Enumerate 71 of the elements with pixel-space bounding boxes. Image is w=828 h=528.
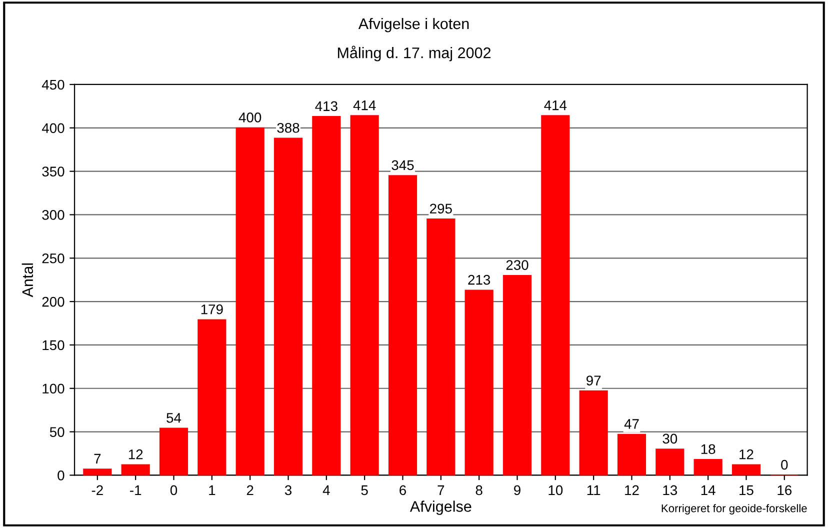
data-label: 388 [277,122,300,133]
x-tick-label: 14 [701,485,716,495]
data-label: 54 [166,413,182,423]
bar [732,464,761,476]
bar [694,459,722,476]
x-tick-label: 10 [548,485,563,496]
data-label: 414 [544,100,567,110]
bar [198,319,226,476]
chart-title: Afvigelse i koten [358,18,469,32]
y-tick-label: 250 [42,253,64,264]
chart-subtitle: Måling d. 17. maj 2002 [338,46,491,62]
x-tick-label: 12 [625,485,639,495]
y-tick-label: 450 [42,80,64,90]
x-tick-label: 5 [361,485,368,496]
x-tick-label: 11 [587,485,600,495]
data-label: 47 [624,419,639,429]
data-label: 97 [586,376,601,386]
bar [541,115,570,476]
bar [121,464,150,476]
x-tick-label: 7 [438,485,444,495]
x-tick-label: 15 [740,485,754,496]
y-axis-title: Antal [22,263,34,298]
bar [656,448,684,476]
y-tick-label: 100 [42,384,64,394]
bar [83,468,112,476]
y-tick-label: 300 [42,210,64,220]
data-label: 7 [94,454,101,464]
bar [159,428,188,476]
text: Korrigeret for geoide-forskelle [662,504,807,514]
data-label: 230 [506,260,528,270]
data-label: 413 [315,101,338,112]
x-axis-title: Afvigelse [410,500,472,515]
data-label: 12 [128,449,143,460]
x-tick-label: 2 [246,485,254,495]
bar [236,127,264,476]
bar [350,115,379,476]
bar [617,434,646,476]
data-label: 12 [740,449,754,460]
x-tick-label: -1 [130,485,142,495]
data-label: 213 [468,274,490,285]
data-label: 414 [353,100,376,110]
data-label: 295 [430,204,452,214]
x-tick-label: 0 [170,485,178,496]
x-tick-label: 6 [400,485,406,496]
bar [464,290,494,476]
bar [579,390,608,476]
data-label: 0 [781,460,788,470]
y-tick-label: 350 [42,166,64,176]
data-label: 179 [201,304,223,314]
data-label: 30 [662,434,678,444]
bar [426,218,456,476]
x-tick-label: -2 [92,485,103,495]
bar [274,138,303,476]
y-tick-label: 400 [42,123,64,134]
x-tick-label: 4 [322,485,330,495]
y-tick-label: 200 [42,296,64,307]
x-tick-label: 16 [778,485,792,496]
x-tick-label: 9 [514,485,520,496]
x-tick-label: 13 [663,485,678,496]
y-tick-label: 50 [50,427,64,437]
y-tick-label: 150 [42,340,64,350]
bar [312,116,341,476]
data-label: 345 [392,160,414,170]
x-tick-label: 3 [284,485,292,496]
data-label: 400 [238,112,262,122]
bar [388,175,418,476]
y-tick-label: 0 [58,470,64,480]
data-label: 18 [701,444,716,454]
bar [502,274,532,476]
x-tick-label: 8 [476,485,482,496]
x-tick-label: 1 [209,485,216,495]
